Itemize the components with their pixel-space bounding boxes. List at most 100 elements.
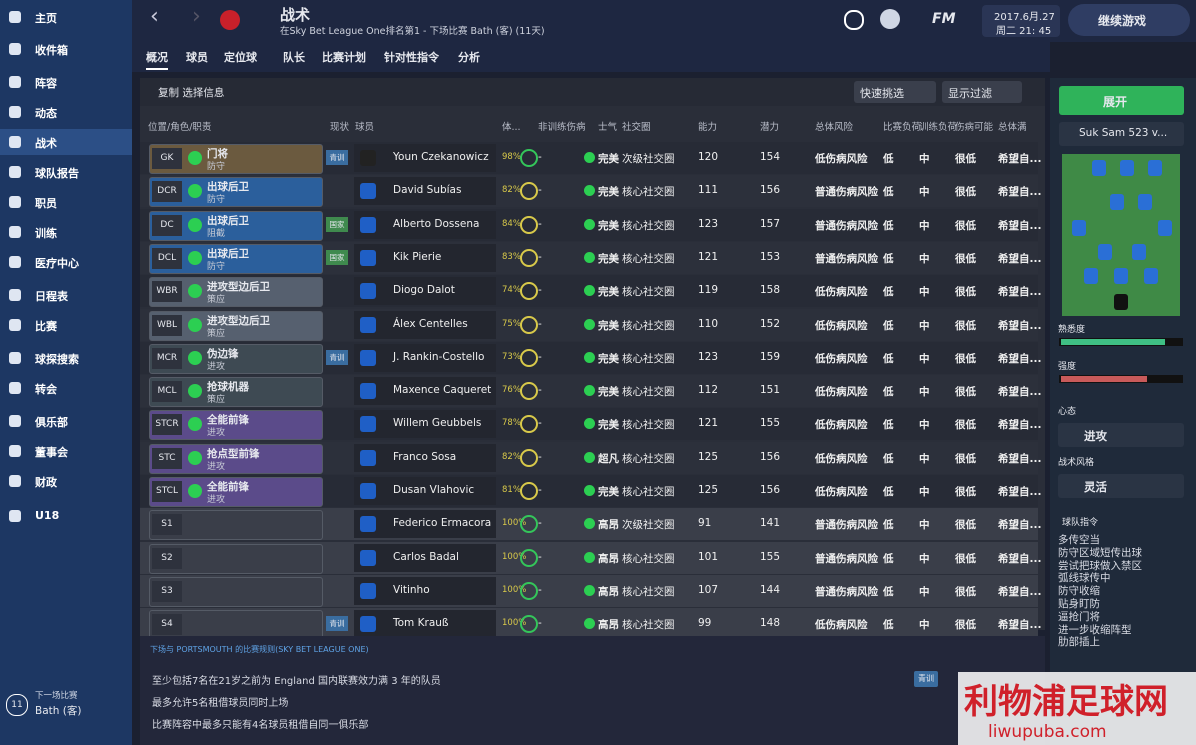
morale: 完美 — [598, 219, 619, 232]
column-header[interactable]: 球员 — [355, 122, 375, 133]
quick-pick[interactable]: 快速挑选 — [854, 81, 936, 103]
column-header[interactable]: 训练负荷 — [919, 122, 958, 133]
search-icon[interactable] — [844, 10, 864, 30]
column-header[interactable]: 非训练伤病 — [538, 122, 586, 133]
player-name[interactable]: Federico Ermacora — [393, 517, 492, 530]
player-name[interactable]: Kik Pierie — [393, 250, 442, 263]
table-row[interactable]: S2 Carlos Badal 100% - 高昂 核心社交圈 101 155 普通伤病风险低 中… — [140, 541, 1041, 574]
page-subtitle: 在Sky Bet League One排名第1 - 下场比赛 Bath (客) … — [280, 26, 545, 37]
tab[interactable]: 球员 — [186, 51, 208, 64]
style-select[interactable]: 灵活 — [1058, 474, 1184, 498]
nav-item[interactable]: 动态 — [0, 99, 132, 125]
injury-chance: 很低 — [955, 352, 976, 365]
player-name[interactable]: Vitinho — [393, 583, 430, 596]
nav-item[interactable]: 主页 — [0, 4, 132, 30]
nav-item[interactable]: 财政 — [0, 468, 132, 494]
status-badge: 青训 — [326, 349, 348, 365]
morale-icon — [584, 318, 595, 330]
nav-item[interactable]: 职员 — [0, 189, 132, 215]
table-row[interactable]: S1 Federico Ermacora 100% - 高昂 次级社交圈 91 141 普通伤病… — [140, 508, 1041, 541]
column-header[interactable]: 比赛负荷 — [883, 122, 922, 133]
player-name[interactable]: Willem Geubbels — [393, 417, 482, 430]
morale: 高昂 — [598, 619, 619, 632]
player-name[interactable]: Tom Krauß — [393, 617, 449, 630]
table-row[interactable]: STCL 全能前锋 进攻 Dusan Vlahovic 81% - 完美 核心社交圈 125 15… — [140, 475, 1041, 507]
satisfaction: 希望自... — [998, 219, 1042, 232]
nav-item[interactable]: 战术 — [0, 129, 132, 155]
player-name[interactable]: Diogo Dalot — [393, 284, 455, 297]
column-header[interactable]: 位置/角色/职责 — [148, 122, 212, 133]
player-name[interactable]: Álex Centelles — [393, 317, 468, 330]
social: 核心社交圈 — [622, 252, 675, 265]
table-row[interactable]: MCL 抢球机器 策应 Maxence Caqueret 76% - 完美 核心社交圈 112 1… — [140, 375, 1041, 408]
continue-button[interactable]: 继续游戏 — [1068, 4, 1190, 36]
nav-item[interactable]: 球探搜索 — [0, 345, 132, 371]
table-row[interactable]: GK 门将 防守 青训 Youn Czekanowicz 98% - 完美 次级社交圈 120 15… — [140, 142, 1041, 174]
player-name[interactable]: Youn Czekanowicz — [393, 151, 489, 163]
position-box: DCL 出球后卫 防守 — [149, 243, 323, 274]
tab[interactable]: 定位球 — [224, 51, 257, 64]
player-name[interactable]: Maxence Caqueret — [393, 384, 492, 397]
nav-item[interactable]: 医疗中心 — [0, 249, 132, 275]
copy-menu[interactable]: 复制 选择信息 — [158, 87, 225, 99]
nav-item[interactable]: 俱乐部 — [0, 408, 132, 434]
table-row[interactable]: DCR 出球后卫 防守 David Subías 82% - 完美 核心社交圈 111 156 普通… — [140, 175, 1041, 208]
nav-item[interactable]: 比赛 — [0, 312, 132, 338]
nav-item[interactable]: 日程表 — [0, 282, 132, 308]
tab[interactable]: 队长 — [283, 51, 305, 64]
forward-button[interactable]: › — [192, 4, 201, 29]
column-header[interactable]: 社交圈 — [622, 122, 651, 133]
nav-item[interactable]: 董事会 — [0, 438, 132, 464]
table-row[interactable]: S4 青训 Tom Krauß 100% - 高昂 核心社交圈 99 148 低伤病风险 低 中 很低 希… — [140, 608, 1041, 641]
injury: - — [538, 284, 542, 297]
column-header[interactable]: 士气 — [598, 122, 618, 133]
filter[interactable]: 显示过滤 — [942, 81, 1022, 103]
table-row[interactable]: STCR 全能前锋 进攻 Willem Geubbels 78% - 完美 核心社交圈 121 1… — [140, 408, 1041, 441]
nav-item[interactable]: 训练 — [0, 219, 132, 245]
morale: 完美 — [598, 286, 619, 299]
column-header[interactable]: 总体风险 — [815, 122, 854, 133]
player-name[interactable]: Alberto Dossena — [393, 217, 480, 230]
tab[interactable]: 比赛计划 — [322, 51, 366, 64]
nav-item[interactable]: U18 — [0, 503, 132, 529]
column-header[interactable]: 体... — [502, 122, 521, 133]
player-name[interactable]: J. Rankin-Costello — [393, 350, 485, 363]
role: 出球后卫 — [207, 214, 249, 227]
instruction: 肋部插上 — [1058, 636, 1100, 649]
table-row[interactable]: WBL 进攻型边后卫 策应 Álex Centelles 75% - 完美 核心社交圈 110 1… — [140, 308, 1041, 341]
player-name[interactable]: Dusan Vlahovic — [393, 484, 475, 496]
globe-icon[interactable] — [880, 9, 900, 29]
table-row[interactable]: S3 Vitinho 100% - 高昂 核心社交圈 107 144 普通伤病风险低 中 很低 希望自… — [140, 574, 1041, 607]
nav-item[interactable]: 球队报告 — [0, 159, 132, 185]
nav-item[interactable]: 收件箱 — [0, 36, 132, 62]
club-badge[interactable] — [220, 10, 240, 30]
back-button[interactable]: ‹ — [150, 4, 159, 29]
column-header[interactable]: 能力 — [698, 122, 718, 133]
nav-item[interactable]: 转会 — [0, 375, 132, 401]
tab[interactable]: 分析 — [458, 51, 480, 64]
social: 核心社交圈 — [622, 352, 675, 365]
expand-button[interactable]: 展开 — [1059, 86, 1184, 115]
fm-menu[interactable]: FM — [932, 11, 956, 27]
table-row[interactable]: STC 抢点型前锋 进攻 Franco Sosa 82% - 超凡 核心社交圈 125 156 低伤… — [140, 441, 1041, 474]
table-row[interactable]: MCR 伪边锋 进攻 青训 J. Rankin-Costello 73% - 完美 核心社交圈 1… — [140, 341, 1041, 374]
player-name[interactable]: Franco Sosa — [393, 450, 457, 463]
column-header[interactable]: 伤病可能 — [955, 122, 994, 133]
morale-icon — [584, 551, 595, 563]
table-row[interactable]: DCL 出球后卫 防守 国家 Kik Pierie 83% - 完美 核心社交圈 121 153 普通… — [140, 241, 1041, 274]
nav-item[interactable]: 阵容 — [0, 69, 132, 95]
column-header[interactable]: 总体满 — [998, 122, 1027, 133]
table-row[interactable]: DC 出球后卫 阻截 国家 Alberto Dossena 84% - 完美 核心社交圈 123 1… — [140, 208, 1042, 241]
mentality-select[interactable]: 进攻 — [1058, 423, 1184, 447]
player-name[interactable]: David Subías — [393, 184, 462, 197]
column-header[interactable]: 潜力 — [760, 122, 780, 133]
formation-select[interactable]: Suk Sam 523 v... — [1059, 122, 1184, 146]
position-box: STC 抢点型前锋 进攻 — [149, 443, 323, 474]
date-box[interactable]: 2017.6月.27 周二 21: 45 — [982, 5, 1060, 37]
tab[interactable]: 针对性指令 — [384, 51, 439, 64]
player-name[interactable]: Carlos Badal — [393, 550, 459, 563]
selected-dot — [188, 417, 202, 432]
column-header[interactable]: 现状 — [330, 122, 350, 133]
tab[interactable]: 概况 — [146, 49, 168, 70]
table-row[interactable]: WBR 进攻型边后卫 策应 Diogo Dalot 74% - 完美 核心社交圈 119 158 低… — [140, 275, 1041, 308]
